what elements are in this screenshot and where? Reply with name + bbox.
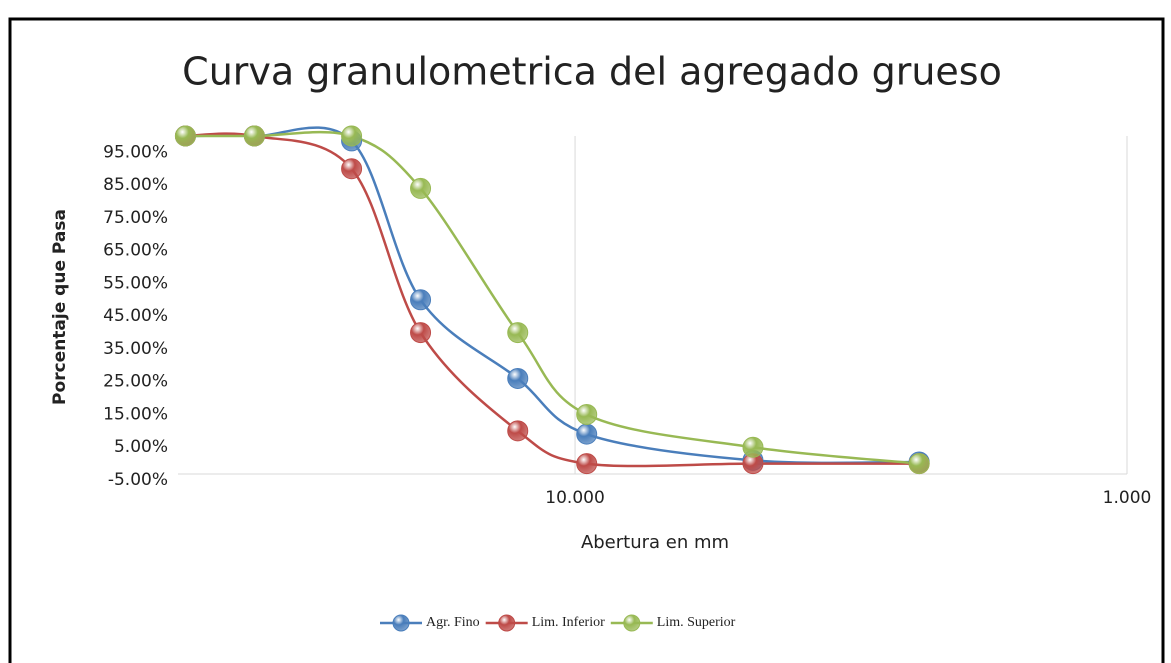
- data-point: [576, 453, 598, 475]
- data-point: [908, 453, 930, 475]
- y-tick-label: 25.00%: [103, 372, 168, 392]
- data-point: [507, 367, 529, 389]
- y-tick-label: 45.00%: [103, 306, 168, 326]
- legend-marker: [392, 614, 410, 632]
- data-point: [243, 125, 265, 147]
- frame: [8, 17, 1165, 663]
- y-tick-label: 85.00%: [103, 175, 168, 195]
- y-tick-label: 75.00%: [103, 208, 168, 228]
- y-tick-label: 15.00%: [103, 404, 168, 424]
- legend-label: Lim. Superior: [657, 615, 736, 630]
- y-axis-title: Porcentaje que Pasa: [50, 209, 70, 405]
- x-axis-title: Abertura en mm: [581, 532, 729, 553]
- data-point: [410, 177, 432, 199]
- legend-label: Lim. Inferior: [532, 615, 605, 630]
- data-point: [174, 125, 196, 147]
- y-tick-label: 55.00%: [103, 273, 168, 293]
- data-point: [576, 423, 598, 445]
- y-tick-label: 5.00%: [114, 437, 168, 457]
- data-point: [507, 322, 529, 344]
- y-tick-label: 35.00%: [103, 339, 168, 359]
- y-tick-label: 65.00%: [103, 241, 168, 261]
- data-point: [507, 420, 529, 442]
- chart-title: Curva granulometrica del agregado grueso: [182, 50, 1002, 94]
- y-tick-label: 95.00%: [103, 142, 168, 162]
- data-point: [341, 158, 363, 180]
- data-point: [410, 289, 432, 311]
- legend-marker: [623, 614, 641, 632]
- legend-marker: [498, 614, 516, 632]
- x-tick-label: 1.000: [1103, 488, 1152, 508]
- legend-label: Agr. Fino: [426, 615, 480, 630]
- y-tick-label: -5.00%: [108, 470, 168, 490]
- x-tick-label: 10.000: [545, 488, 604, 508]
- data-point: [742, 436, 764, 458]
- data-point: [410, 322, 432, 344]
- data-point: [576, 403, 598, 425]
- data-point: [341, 125, 363, 147]
